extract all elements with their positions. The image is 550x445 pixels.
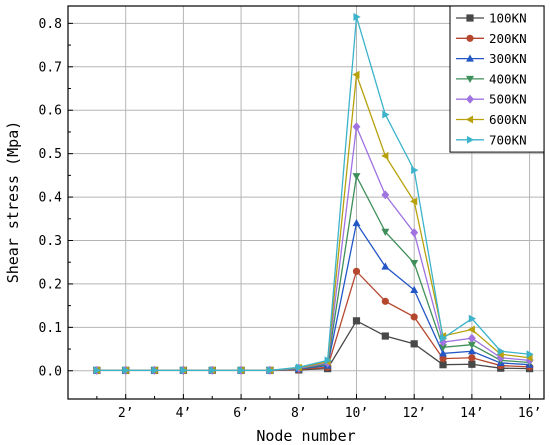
- x-tick-label: 16’: [518, 406, 541, 421]
- data-point-700KN: [122, 366, 130, 375]
- data-point-300KN: [381, 262, 390, 270]
- data-point-400KN: [467, 341, 476, 349]
- data-point-300KN: [467, 347, 476, 355]
- y-tick-label: 0.4: [39, 191, 63, 206]
- legend-item-100KN: 100KN: [456, 11, 527, 26]
- data-point-600KN: [467, 325, 475, 334]
- data-point-400KN: [410, 260, 419, 268]
- data-point-200KN: [381, 297, 389, 305]
- y-axis: 0.0 0.1 0.2 0.3 0.4 0.5 0.6 0.7 0.8: [39, 17, 73, 379]
- y-tick-label: 0.8: [39, 17, 62, 32]
- x-tick-label: 14’: [460, 406, 483, 421]
- data-point-600KN: [381, 151, 389, 160]
- data-point-700KN: [324, 356, 332, 365]
- legend-marker: [466, 135, 475, 144]
- data-point-200KN: [439, 355, 447, 363]
- data-point-500KN: [352, 122, 361, 132]
- data-point-300KN: [352, 218, 361, 227]
- data-point-700KN: [295, 363, 303, 372]
- y-tick-label: 0.5: [39, 147, 62, 162]
- y-tick-label: 0.1: [39, 321, 62, 336]
- data-point-400KN: [439, 344, 447, 352]
- plot-frame: [67, 5, 545, 400]
- legend-item-600KN: 600KN: [456, 112, 527, 127]
- data-point-700KN: [180, 366, 188, 375]
- legend-label: 200KN: [489, 31, 527, 46]
- y-tick-label: 0.2: [39, 277, 62, 292]
- legend-marker: [466, 94, 474, 104]
- series-700KN: [93, 12, 534, 375]
- data-point-700KN: [468, 314, 477, 323]
- data-point-100KN: [352, 317, 361, 325]
- x-tick-label: 10’: [345, 406, 368, 421]
- data-point-700KN: [439, 334, 448, 343]
- data-point-700KN: [93, 366, 101, 375]
- y-tick-label: 0.6: [39, 104, 62, 119]
- legend-label: 500KN: [489, 92, 527, 107]
- data-point-700KN: [382, 110, 390, 119]
- legend-item-300KN: 300KN: [456, 51, 527, 66]
- series-line-700KN: [96, 16, 530, 371]
- legend-marker: [466, 75, 474, 84]
- legend-label: 400KN: [489, 71, 527, 86]
- legend-item-700KN: 700KN: [456, 132, 527, 147]
- x-axis: 2’ 4’ 6’ 8’ 10’ 12’ 14’ 16’: [96, 394, 541, 421]
- data-point-400KN: [352, 173, 361, 181]
- data-point-200KN: [468, 354, 476, 362]
- x-tick-label: 6’: [233, 406, 249, 421]
- data-point-100KN: [468, 360, 476, 368]
- data-point-700KN: [353, 12, 361, 21]
- x-tick-label: 8’: [291, 406, 307, 421]
- legend-item-200KN: 200KN: [456, 31, 527, 46]
- data-point-700KN: [526, 350, 534, 359]
- data-point-500KN: [381, 190, 390, 200]
- x-axis-label: Node number: [256, 427, 355, 445]
- data-point-100KN: [410, 340, 418, 348]
- y-tick-label: 0.7: [39, 60, 62, 75]
- legend-label: 100KN: [489, 11, 527, 26]
- data-point-600KN: [410, 197, 418, 206]
- data-point-700KN: [238, 366, 246, 375]
- data-point-600KN: [352, 70, 360, 79]
- x-tick-label: 4’: [176, 406, 192, 421]
- legend-item-500KN: 500KN: [456, 92, 527, 107]
- legend-item-400KN: 400KN: [456, 71, 527, 86]
- legend-marker: [466, 34, 474, 42]
- x-tick-label: 2’: [118, 406, 134, 421]
- data-point-500KN: [410, 228, 419, 238]
- data-point-500KN: [467, 333, 476, 343]
- legend: 100KN 200KN 300KN 400KN 500KN 600KN 700KN: [449, 5, 545, 153]
- data-point-700KN: [497, 347, 505, 356]
- legend-label: 700KN: [489, 132, 527, 147]
- data-point-500KN: [439, 337, 447, 347]
- y-tick-label: 0.3: [39, 234, 62, 249]
- x-tick-label: 12’: [402, 406, 425, 421]
- data-point-100KN: [439, 361, 447, 369]
- data-point-700KN: [209, 366, 217, 375]
- legend-marker: [466, 54, 474, 62]
- data-point-200KN: [410, 313, 418, 321]
- data-point-100KN: [381, 332, 389, 340]
- data-point-700KN: [411, 166, 419, 175]
- y-tick-label: 0.0: [39, 364, 62, 379]
- legend-label: 600KN: [489, 112, 527, 127]
- y-axis-label: Shear stress (Mpa): [4, 121, 22, 284]
- legend-label: 300KN: [489, 51, 527, 66]
- data-point-700KN: [266, 366, 275, 375]
- data-point-300KN: [439, 349, 447, 357]
- data-point-300KN: [410, 285, 419, 294]
- data-point-700KN: [151, 366, 159, 375]
- legend-marker: [466, 14, 474, 22]
- series-layer: [92, 12, 534, 375]
- legend-marker: [465, 115, 474, 124]
- data-point-400KN: [381, 228, 390, 236]
- data-point-200KN: [352, 267, 361, 275]
